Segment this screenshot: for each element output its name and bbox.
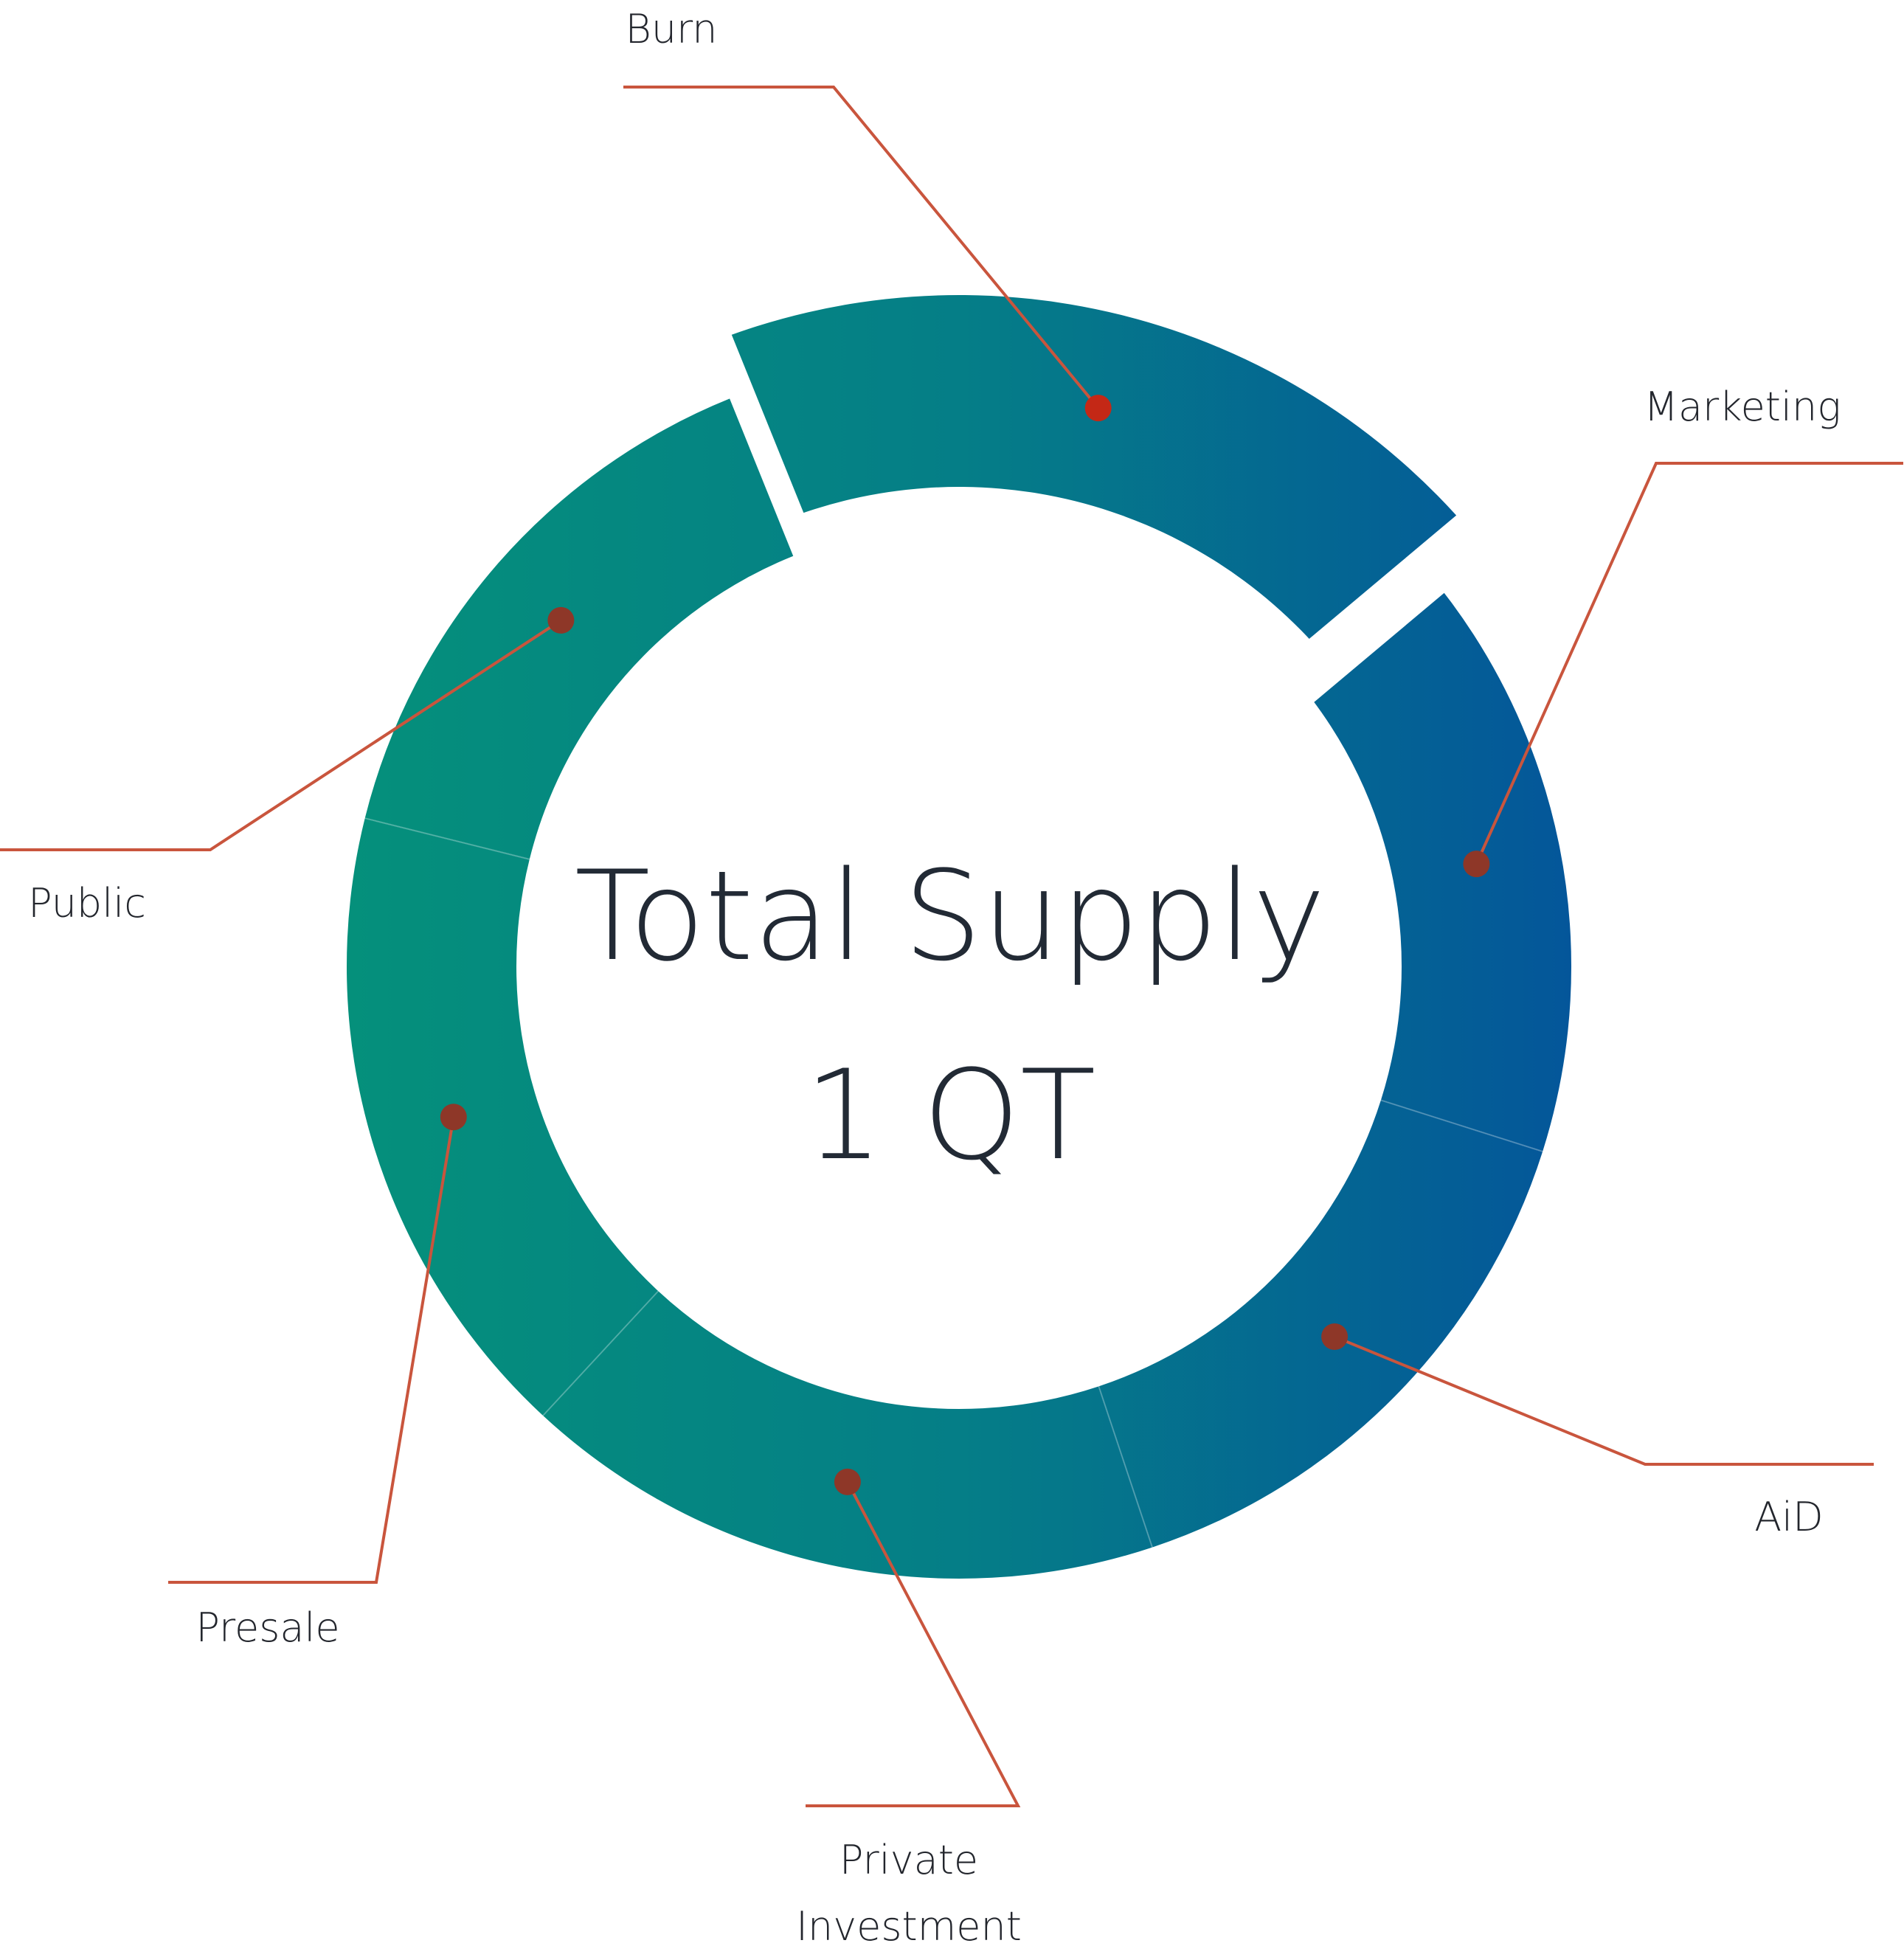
leader-line-public bbox=[0, 619, 562, 851]
leader-dot-aid bbox=[1321, 1323, 1349, 1351]
leader-dot-public bbox=[547, 606, 575, 634]
slice-marketing bbox=[1298, 572, 1571, 1152]
slice-separator bbox=[482, 1285, 664, 1481]
chart-title: Total Supply bbox=[575, 844, 1326, 988]
leader-dot-presale bbox=[440, 1104, 467, 1131]
slice-label-public: Public bbox=[28, 880, 146, 927]
slice-label-burn: Burn bbox=[625, 6, 717, 52]
slice-separator bbox=[1374, 1097, 1627, 1180]
slice-label-presale: Presale bbox=[195, 1604, 339, 1651]
slice-label-aid: AiD bbox=[1754, 1494, 1824, 1540]
slice-burn bbox=[707, 295, 1474, 659]
slice-label-private-investment-line1: Private bbox=[840, 1837, 978, 1883]
leader-line-private-investment bbox=[806, 1481, 1021, 1807]
chart-subtitle: 1 QT bbox=[804, 1043, 1095, 1188]
leader-dot-private-investment bbox=[834, 1468, 861, 1495]
slice-public bbox=[364, 398, 794, 859]
slice-separator bbox=[278, 796, 537, 862]
leader-lines bbox=[0, 86, 1903, 1807]
slice-separator bbox=[1275, 496, 1513, 707]
leader-dot-burn bbox=[1084, 395, 1112, 422]
slice-private-investment bbox=[543, 1291, 1152, 1579]
leader-dot-marketing bbox=[1463, 851, 1490, 878]
slice-aid bbox=[1098, 1100, 1543, 1548]
leader-line-presale bbox=[168, 1116, 455, 1584]
leader-line-marketing bbox=[1475, 462, 1903, 865]
slice-labels: Burn Marketing AiD Private Investment Presale… bbox=[28, 6, 1841, 1950]
chart-slices bbox=[278, 295, 1627, 1632]
slice-label-marketing: Marketing bbox=[1644, 384, 1841, 430]
slice-presale bbox=[347, 818, 659, 1416]
leader-line-aid bbox=[1334, 1335, 1874, 1466]
leader-dots bbox=[440, 395, 1490, 1495]
slice-label-private-investment-line2: Investment bbox=[796, 1903, 1022, 1950]
slice-separator bbox=[1095, 1379, 1181, 1632]
leader-line-burn bbox=[623, 86, 1100, 409]
